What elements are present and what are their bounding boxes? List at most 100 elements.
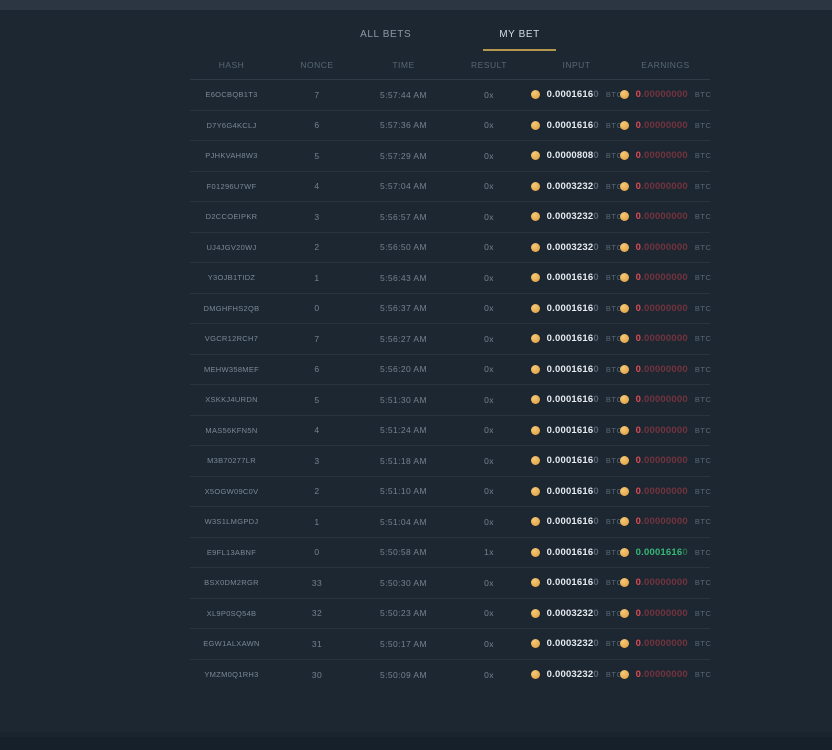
currency-label: BTC bbox=[694, 670, 712, 680]
bet-earnings: 0.00000000 BTC bbox=[619, 150, 711, 161]
currency-label: BTC bbox=[605, 639, 623, 649]
bet-row[interactable]: YMZM0Q1RH3 30 5:50:09 AM 0x 0.00032320 B… bbox=[190, 660, 712, 691]
bet-time: 5:57:36 AM bbox=[379, 120, 427, 131]
bet-row[interactable]: PJHKVAH8W3 5 5:57:29 AM 0x 0.00008080 BT… bbox=[190, 141, 711, 172]
bet-nonce: 32 bbox=[311, 608, 323, 619]
currency-label: BTC bbox=[694, 517, 712, 527]
bet-nonce: 2 bbox=[314, 486, 320, 497]
bet-nonce: 4 bbox=[314, 425, 320, 436]
bet-row[interactable]: D2CCOEIPKR 3 5:56:57 AM 0x 0.00032320 BT… bbox=[190, 202, 711, 233]
currency-label: BTC bbox=[694, 90, 712, 100]
bet-row[interactable]: BSX0DM2RGR 33 5:50:30 AM 0x 0.00016160 B… bbox=[190, 568, 711, 599]
bet-row[interactable]: W3S1LMGPDJ 1 5:51:04 AM 0x 0.00016160 BT… bbox=[190, 507, 712, 538]
bet-time: 5:56:20 AM bbox=[379, 364, 427, 375]
bet-row[interactable]: MAS56KFN5N 4 5:51:24 AM 0x 0.00016160 BT… bbox=[190, 416, 711, 446]
bet-hash: E9FL13ABNF bbox=[206, 547, 257, 557]
bet-time: 5:56:57 AM bbox=[379, 211, 427, 222]
bet-nonce: 6 bbox=[314, 364, 320, 375]
bet-row[interactable]: DMGHFHS2QB 0 5:56:37 AM 0x 0.00016160 BT… bbox=[190, 294, 711, 324]
currency-label: BTC bbox=[605, 425, 623, 435]
bet-input-amount: 0.00016160 bbox=[546, 577, 599, 589]
tab-my-bet[interactable]: MY BET bbox=[483, 25, 556, 51]
currency-label: BTC bbox=[605, 486, 623, 496]
btc-coin-icon bbox=[530, 120, 540, 130]
bet-row[interactable]: MEHW358MEF 6 5:56:20 AM 0x 0.00016160 BT… bbox=[190, 355, 711, 385]
bet-hash: MEHW358MEF bbox=[203, 364, 260, 374]
btc-coin-icon bbox=[619, 517, 629, 527]
tab-all-bets[interactable]: ALL BETS bbox=[360, 29, 412, 40]
btc-coin-icon bbox=[530, 242, 540, 252]
currency-label: BTC bbox=[694, 334, 712, 344]
bet-input-amount: 0.00016160 bbox=[546, 302, 599, 314]
bet-row[interactable]: E9FL13ABNF 0 5:50:58 AM 1x 0.00016160 BT… bbox=[190, 538, 712, 568]
currency-label: BTC bbox=[605, 212, 623, 222]
bet-earnings-amount: 0.00000000 bbox=[635, 424, 688, 436]
currency-label: BTC bbox=[694, 547, 712, 557]
bet-hash: W3S1LMGPDJ bbox=[204, 517, 259, 527]
bet-input: 0.00032320 BTC bbox=[530, 638, 623, 649]
btc-coin-icon bbox=[619, 578, 629, 588]
btc-coin-icon bbox=[530, 181, 540, 191]
btc-coin-icon bbox=[619, 90, 629, 100]
btc-coin-icon bbox=[530, 456, 540, 466]
bet-result: 0x bbox=[484, 455, 494, 466]
btc-coin-icon bbox=[530, 425, 540, 435]
bet-result: 0x bbox=[484, 394, 494, 405]
bet-earnings-amount: 0.00000000 bbox=[635, 485, 688, 497]
column-header-time: TIME bbox=[392, 60, 415, 70]
bet-earnings-amount: 0.00000000 bbox=[635, 577, 688, 589]
currency-label: BTC bbox=[694, 486, 712, 496]
bet-nonce: 0 bbox=[314, 303, 320, 314]
bets-tabs: ALL BETS MY BET bbox=[190, 25, 710, 51]
btc-coin-icon bbox=[530, 639, 540, 649]
btc-coin-icon bbox=[619, 486, 629, 496]
bet-earnings-amount: 0.00000000 bbox=[635, 455, 688, 467]
bet-row[interactable]: M3B70277LR 3 5:51:18 AM 0x 0.00016160 BT… bbox=[190, 446, 711, 477]
bet-result: 0x bbox=[484, 333, 494, 344]
currency-label: BTC bbox=[605, 456, 623, 466]
btc-coin-icon bbox=[619, 364, 629, 374]
bet-time: 5:51:18 AM bbox=[379, 455, 427, 466]
bet-input: 0.00016160 BTC bbox=[530, 302, 622, 314]
bet-result: 0x bbox=[484, 242, 494, 253]
footer-bar bbox=[0, 737, 832, 750]
bet-row[interactable]: VGCR12RCH7 7 5:56:27 AM 0x 0.00016160 BT… bbox=[190, 324, 712, 355]
bet-earnings-amount: 0.00000000 bbox=[635, 302, 688, 314]
bet-row[interactable]: F01296U7WF 4 5:57:04 AM 0x 0.00032320 BT… bbox=[190, 172, 711, 202]
bet-input-amount: 0.00016160 bbox=[546, 455, 599, 467]
bet-input: 0.00016160 BTC bbox=[530, 333, 622, 344]
bet-time: 5:51:10 AM bbox=[379, 486, 427, 497]
bet-earnings-amount: 0.00016160 bbox=[635, 546, 688, 558]
btc-coin-icon bbox=[530, 90, 540, 100]
bet-time: 5:51:24 AM bbox=[379, 425, 427, 436]
bet-input-amount: 0.00016160 bbox=[546, 394, 599, 406]
bet-input: 0.00016160 BTC bbox=[530, 455, 623, 467]
bet-input-amount: 0.00016160 bbox=[546, 89, 599, 101]
bet-row[interactable]: UJ4JGV20WJ 2 5:56:50 AM 0x 0.00032320 BT… bbox=[190, 233, 711, 263]
bet-earnings: 0.00000000 BTC bbox=[619, 333, 712, 344]
bet-row[interactable]: D7Y6G4KCLJ 6 5:57:36 AM 0x 0.00016160 BT… bbox=[190, 111, 711, 141]
bet-nonce: 2 bbox=[314, 242, 320, 253]
bet-row[interactable]: E6OCBQB1T3 7 5:57:44 AM 0x 0.00016160 BT… bbox=[190, 80, 712, 111]
bet-input-amount: 0.00032320 bbox=[546, 669, 599, 681]
bet-row[interactable]: EGW1ALXAWN 31 5:50:17 AM 0x 0.00032320 B… bbox=[190, 629, 711, 660]
bet-time: 5:50:17 AM bbox=[379, 638, 427, 649]
btc-coin-icon bbox=[530, 364, 540, 374]
bet-result: 1x bbox=[484, 547, 494, 558]
btc-coin-icon bbox=[530, 517, 540, 527]
bet-row[interactable]: X5OGW09C0V 2 5:51:10 AM 0x 0.00016160 BT… bbox=[190, 477, 712, 507]
bet-row[interactable]: XSKKJ4URDN 5 5:51:30 AM 0x 0.00016160 BT… bbox=[190, 385, 711, 416]
bet-time: 5:51:30 AM bbox=[379, 394, 427, 405]
bet-input: 0.00032320 BTC bbox=[530, 181, 622, 192]
bet-row[interactable]: XL9P0SQ54B 32 5:50:23 AM 0x 0.00032320 B… bbox=[190, 599, 711, 629]
bet-result: 0x bbox=[484, 303, 494, 314]
bet-earnings-amount: 0.00000000 bbox=[635, 363, 688, 375]
bet-nonce: 3 bbox=[314, 211, 320, 222]
bet-row[interactable]: Y3OJB1TIDZ 1 5:56:43 AM 0x 0.00016160 BT… bbox=[190, 263, 711, 294]
column-header-nonce: NONCE bbox=[300, 60, 334, 70]
currency-label: BTC bbox=[605, 517, 623, 527]
bet-result: 0x bbox=[484, 608, 494, 619]
bets-table: HASH NONCE TIME RESULT INPUT EARNINGS E6… bbox=[190, 51, 712, 691]
currency-label: BTC bbox=[605, 547, 623, 557]
bet-earnings-amount: 0.00000000 bbox=[635, 607, 688, 619]
